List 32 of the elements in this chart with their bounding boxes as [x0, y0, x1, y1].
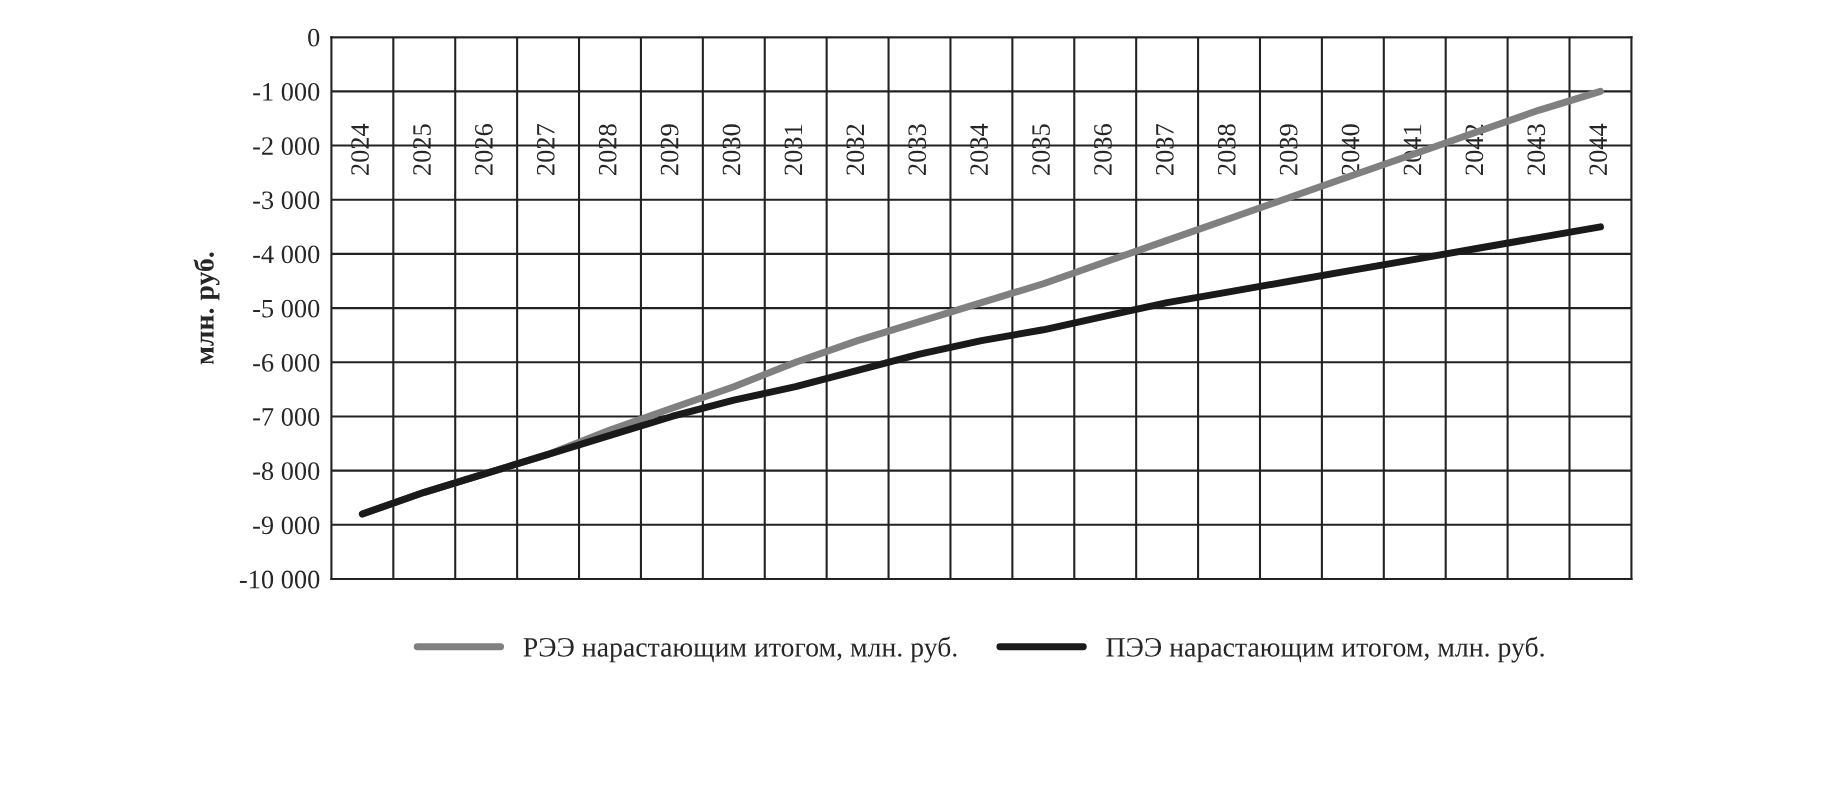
x-tick-label: 2034 [970, 123, 989, 175]
y-tick-label: -2 000 [253, 137, 320, 155]
x-tick-label: 2026 [474, 124, 493, 175]
x-tick-label: 2024 [351, 123, 369, 175]
x-tick-label: 2043 [1527, 124, 1546, 175]
legend-label: ПЭЭ нарастающим итогом, млн. руб. [1106, 636, 1544, 663]
y-axis-title: млн. руб. [193, 252, 220, 365]
x-tick-label: 2027 [536, 124, 555, 175]
y-tick-label: -5 000 [253, 299, 320, 318]
y-tick-label: -1 000 [253, 82, 320, 101]
legend-label: РЭЭ нарастающим итогом, млн. руб. [523, 636, 957, 663]
x-tick-label: 2025 [413, 124, 431, 175]
x-tick-label: 2036 [1094, 124, 1112, 175]
x-tick-label: 2037 [1155, 124, 1174, 175]
x-tick-label: 2035 [1032, 124, 1050, 175]
x-tick-label: 2030 [722, 124, 741, 175]
x-tick-label: 2039 [1279, 124, 1298, 175]
x-tick-label: 2032 [846, 124, 865, 175]
y-tick-label: -7 000 [253, 408, 320, 426]
y-tick-label: -10 000 [239, 570, 320, 589]
x-tick-label: 2044 [1589, 123, 1608, 175]
x-tick-label: 2028 [598, 124, 617, 175]
y-tick-label: -9 000 [253, 516, 320, 535]
y-tick-label: 0 [308, 28, 320, 47]
y-tick-label: -8 000 [253, 462, 320, 481]
x-tick-label: 2033 [908, 124, 927, 175]
y-tick-label: -4 000 [253, 245, 320, 264]
x-tick-label: 2031 [784, 124, 803, 175]
x-tick-label: 2029 [660, 124, 679, 175]
y-tick-label: -6 000 [253, 353, 320, 372]
y-tick-label: -3 000 [253, 191, 320, 210]
x-tick-label: 2038 [1217, 124, 1236, 175]
